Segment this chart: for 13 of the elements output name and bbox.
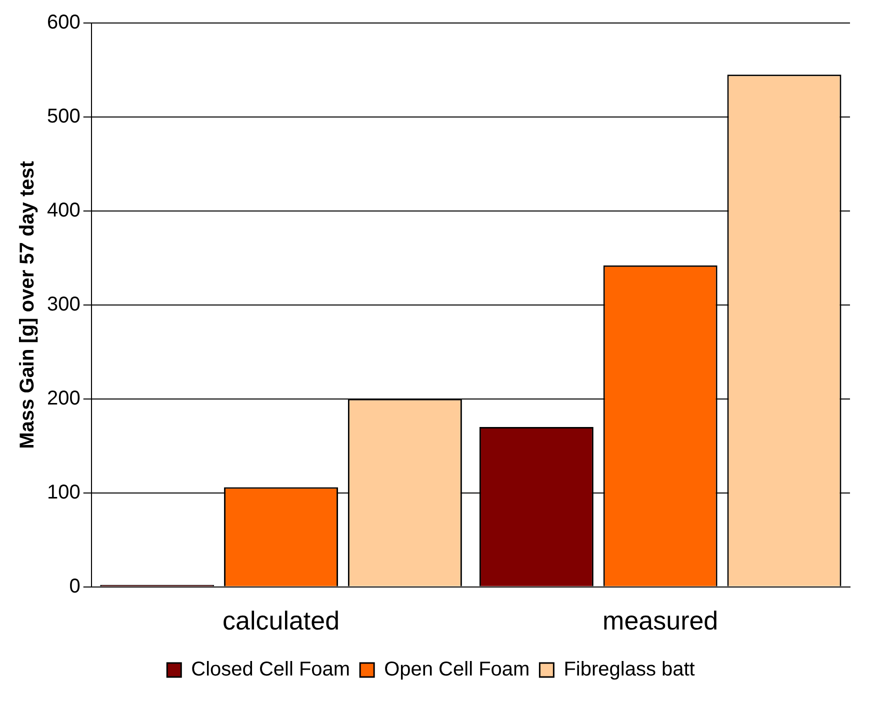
y-tick-label: 500 — [46, 105, 80, 128]
y-tick-label: 600 — [46, 12, 80, 34]
legend-label: Closed Cell Foam — [191, 658, 350, 681]
y-tick-label: 0 — [69, 575, 80, 598]
y-tick-label: 300 — [46, 293, 80, 316]
legend-label: Open Cell Foam — [384, 658, 530, 681]
legend-label: Fibreglass batt — [564, 658, 696, 681]
y-tick-label: 400 — [46, 199, 80, 222]
y-tick-label: 200 — [46, 387, 80, 410]
x-tick-label: calculated — [222, 606, 340, 636]
y-tick-label: 100 — [46, 481, 80, 504]
y-axis-title: Mass Gain [g] over 57 day test — [16, 160, 39, 449]
x-tick-label: measured — [602, 606, 718, 636]
